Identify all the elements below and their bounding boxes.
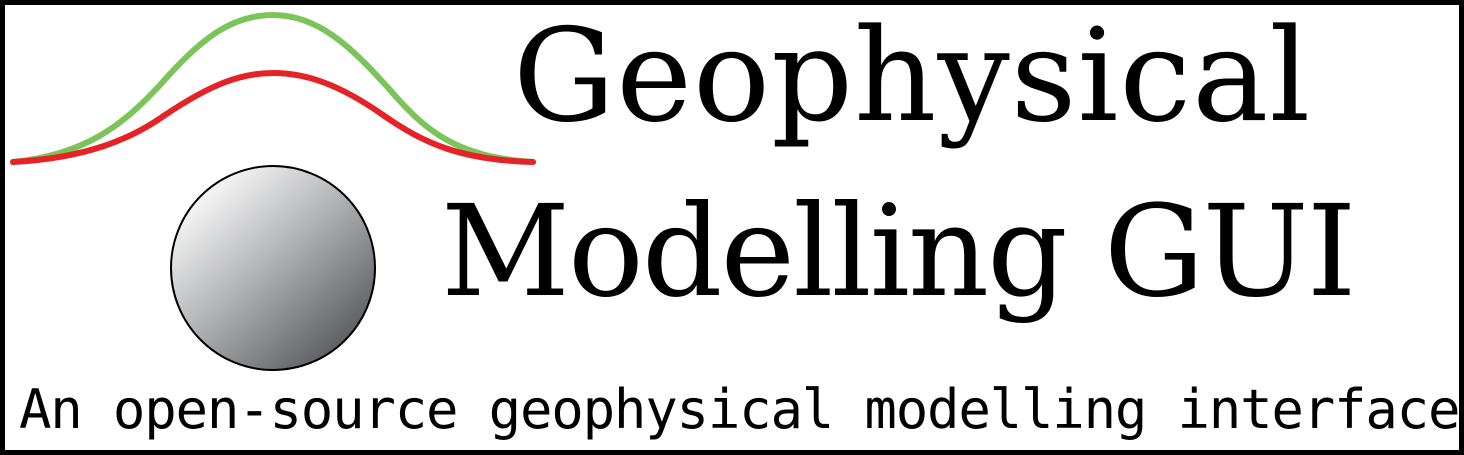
red-anomaly-curve-icon [10, 69, 536, 165]
title-line-2: Modelling GUI [441, 178, 1356, 325]
tagline: An open-source geophysical modelling int… [19, 378, 1460, 441]
green-anomaly-curve-icon [10, 11, 536, 165]
sphere-icon [170, 165, 376, 371]
title-line-1: Geophysical [513, 2, 1312, 151]
anomaly-model-graphic [10, 11, 536, 371]
